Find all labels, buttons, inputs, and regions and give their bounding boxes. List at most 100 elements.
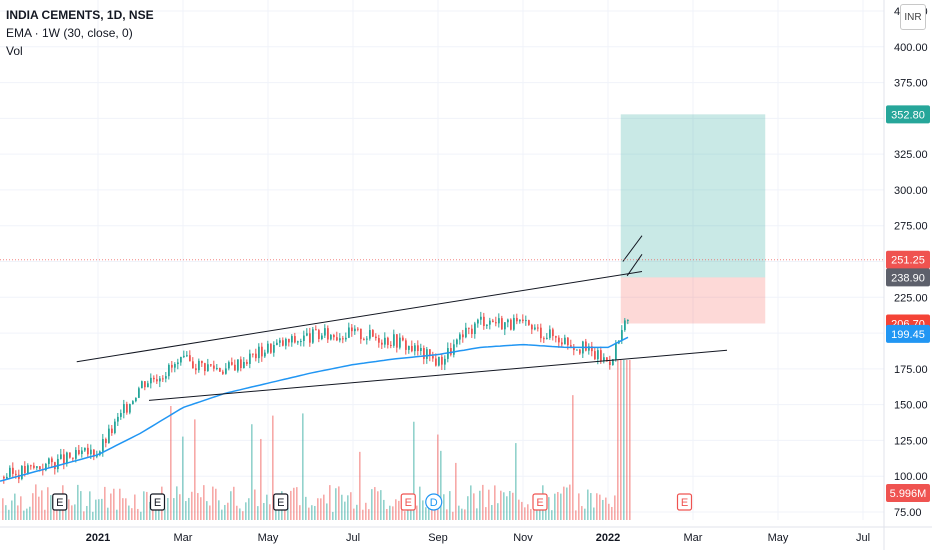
candle-body [180,356,182,363]
candle-body [285,338,287,346]
candle-body [168,364,170,377]
volume-bar [563,486,565,520]
volume-bar [605,497,607,520]
volume-bar [35,484,37,520]
price-tag-label: 5.996M [890,488,927,500]
price-axis-tick: 325.00 [894,149,928,161]
volume-bar [476,508,478,520]
candle-body [420,347,422,352]
volume-bar [626,360,628,520]
ema-indicator-label[interactable]: EMA · 1W (30, close, 0) [6,26,133,40]
volume-bar [287,508,289,520]
candle-body [498,318,500,324]
volume-bar [539,509,541,520]
currency-label[interactable]: INR [900,4,926,30]
price-axis-tick: 150.00 [894,400,928,412]
flag-line-upper [622,235,643,262]
volume-bar [167,498,169,520]
candle-body [186,355,188,357]
volume-bar [131,508,133,520]
volume-bar [533,510,535,520]
candle-body [540,327,542,339]
price-tag-label: 352.80 [891,109,925,121]
candle-body [489,320,491,325]
volume-bar [530,509,532,520]
candle-body [525,320,527,322]
candle-body [288,338,290,343]
candle-body [84,447,86,451]
volume-bar [314,505,316,520]
volume-bar [143,491,145,520]
candle-body [612,359,614,366]
price-axis-tick: 375.00 [894,78,928,90]
volume-bar [179,494,181,520]
volume-bar [386,509,388,520]
price-tag [886,268,930,287]
volume-bar [122,498,124,520]
volume-bar [596,493,598,520]
volume-indicator-label[interactable]: Vol [6,44,23,58]
volume-bar [86,505,88,520]
candle-body [255,353,257,359]
candle-body [192,361,194,369]
volume-bar [227,502,229,520]
candle-body [603,357,605,362]
candle-body [147,383,149,388]
volume-bar [212,486,214,520]
candle-body [576,349,578,351]
candle-body [219,367,221,372]
volume-bar [419,486,421,520]
candle-body [66,452,68,464]
volume-bar [293,487,295,520]
candle-body [570,345,572,347]
volume-bar [251,424,253,520]
volume-bar [443,494,445,520]
volume-bar [2,498,4,520]
volume-bar [551,510,553,520]
volume-bar [5,505,7,520]
volume-bar [278,508,280,520]
price-axis-tick: 275.00 [894,221,928,233]
volume-bar [323,494,325,520]
volume-bar [134,494,136,520]
volume-bar [578,493,580,520]
candle-body [507,319,509,323]
volume-bar [11,500,13,520]
candle-body [393,334,395,346]
volume-bar [458,505,460,520]
candle-body [243,361,245,368]
volume-bar [308,507,310,520]
candle-body [336,337,338,341]
candle-body [372,330,374,337]
candle-body [318,330,320,339]
candle-body [624,320,626,331]
volume-bar [572,395,574,520]
symbol-title[interactable]: INDIA CEMENTS, 1D, NSE [6,8,154,22]
candle-body [33,465,35,468]
candle-body [240,359,242,368]
volume-bar [263,503,265,520]
volume-bar [449,491,451,520]
time-axis-tick: May [258,532,279,544]
flag-line-lower [626,254,643,277]
volume-bar [119,488,121,520]
candle-body [621,330,623,341]
volume-bar [191,491,193,520]
candle-body [546,337,548,339]
time-axis-tick: May [768,532,789,544]
volume-bar [575,510,577,520]
volume-bar [413,421,415,520]
candle-body [558,337,560,343]
volume-bar [47,487,49,520]
volume-bar [44,509,46,520]
candle-body [72,457,74,459]
volume-bar [104,486,106,520]
candle-body [456,339,458,345]
candle-body [138,388,140,398]
volume-bar [518,499,520,520]
candle-body [396,334,398,348]
volume-bar [467,496,469,520]
candle-body [453,344,455,355]
time-axis-tick: 2022 [596,532,620,544]
